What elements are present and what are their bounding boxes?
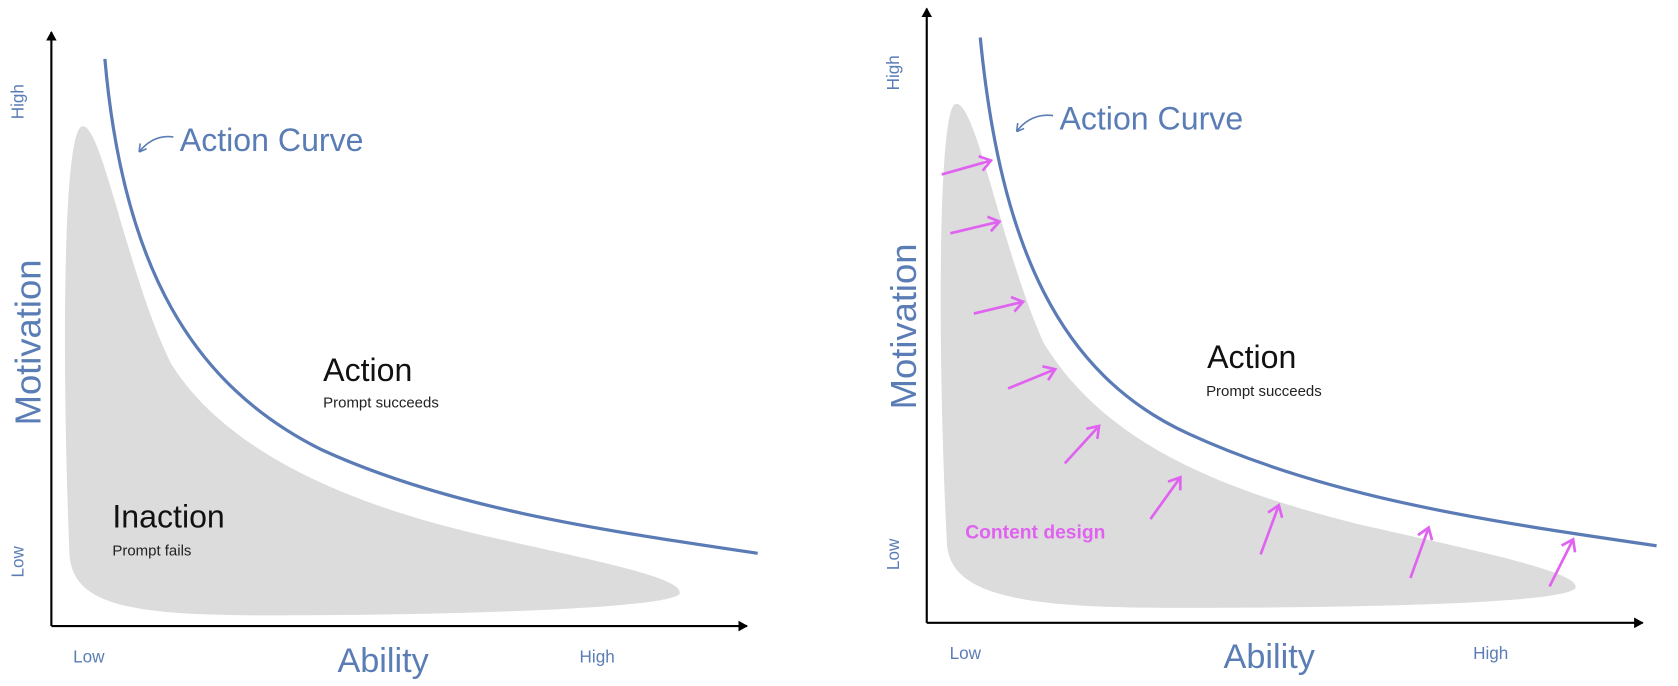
arrow (949, 222, 999, 235)
inaction-subtitle: Prompt fails (112, 542, 191, 559)
arrow (1409, 528, 1428, 579)
arrow (1149, 477, 1180, 520)
inaction-area (64, 126, 680, 616)
annotation: Content design (965, 522, 1105, 543)
y-low: Low (9, 546, 28, 578)
arrows (941, 161, 1574, 588)
action-title: Action (1207, 339, 1296, 375)
right-panel: High Low Motivation Low Ability High Act… (883, 7, 1657, 676)
x-high: High (1473, 644, 1508, 663)
inaction-title: Inaction (112, 499, 224, 535)
arrow (941, 161, 991, 176)
curve-pointer (138, 135, 174, 153)
curve-label: Action Curve (1059, 101, 1243, 137)
y-high: High (9, 84, 28, 119)
arrow (1259, 505, 1279, 555)
x-label: Ability (1224, 638, 1316, 676)
x-label: Ability (337, 642, 429, 680)
arrow (1548, 539, 1574, 588)
action-subtitle: Prompt succeeds (323, 395, 439, 412)
inaction-area (940, 103, 1576, 608)
y-low: Low (884, 538, 903, 570)
y-label: Motivation (883, 244, 924, 410)
y-label: Motivation (8, 260, 49, 426)
y-high: High (884, 55, 903, 90)
x-low: Low (73, 647, 105, 666)
left-panel: High Low Motivation Low Ability High Act… (8, 31, 758, 680)
arrow (1007, 369, 1055, 390)
action-subtitle: Prompt succeeds (1206, 383, 1322, 400)
curve-pointer (1015, 114, 1054, 133)
x-low: Low (950, 644, 982, 663)
curve-label: Action Curve (180, 122, 364, 158)
action-curve (103, 58, 758, 555)
action-curve (978, 37, 1657, 548)
arrow (1063, 426, 1099, 465)
x-high: High (580, 647, 615, 666)
action-title: Action (323, 352, 412, 388)
arrow (973, 302, 1023, 315)
